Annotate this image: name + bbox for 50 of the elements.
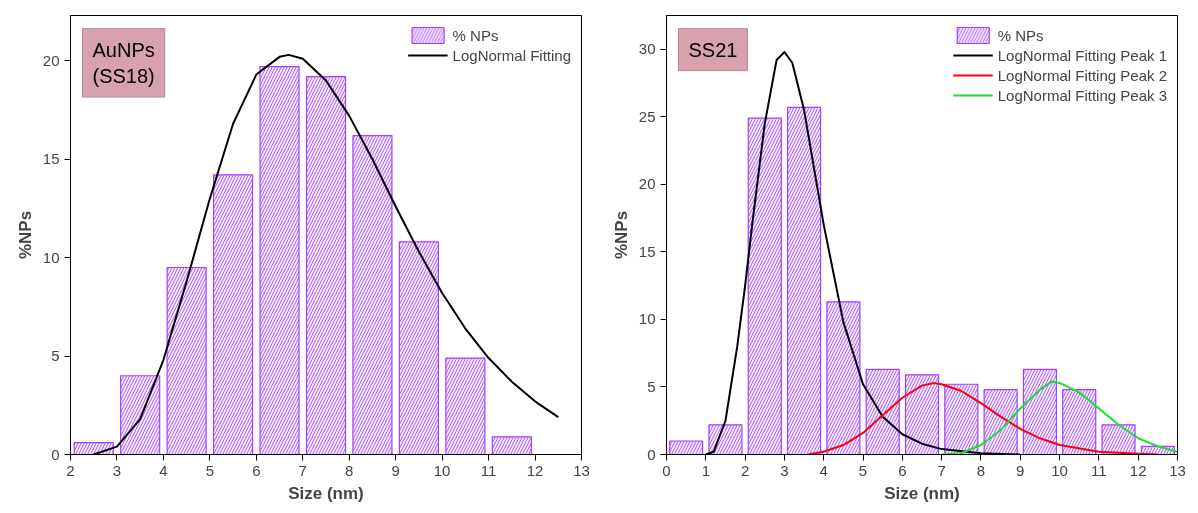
x-tick-label: 12 [1129,461,1147,479]
x-tick-label: 1 [701,461,710,479]
x-tick-label: 13 [1169,461,1186,479]
x-tick-label: 4 [819,461,828,479]
y-tick-label: 10 [638,310,656,328]
x-tick-label: 10 [433,461,451,479]
x-tick-label: 6 [898,461,907,479]
legend-label: LogNormal Fitting Peak 2 [997,66,1167,84]
x-tick-label: 7 [937,461,946,479]
y-tick-label: 10 [42,248,60,266]
legend-label: LogNormal Fitting Peak 1 [997,46,1167,64]
legend-label: % NPs [997,26,1044,44]
y-tick-label: 5 [51,347,60,365]
y-tick-label: 5 [647,377,656,395]
x-tick-label: 11 [1091,461,1107,479]
x-tick-label: 3 [112,461,122,479]
x-tick-label: 5 [205,461,215,479]
x-tick-label: 6 [252,461,261,479]
x-tick-label: 8 [976,461,986,479]
x-tick-label: 12 [526,461,544,479]
y-tick-label: 20 [42,51,60,69]
y-tick-label: 20 [638,175,656,193]
x-tick-label: 7 [298,461,307,479]
legend-label: LogNormal Fitting [452,46,571,64]
x-axis-title: Size (nm) [884,483,960,503]
y-tick-label: 0 [51,445,60,463]
x-tick-label: 10 [1051,461,1068,479]
annotation: SS21 [688,38,738,61]
y-tick-label: 15 [42,150,60,168]
legend-label: % NPs [452,26,499,44]
x-axis-title: Size (nm) [288,483,364,503]
annotation: AuNPs (SS18) [92,38,155,88]
x-tick-label: 0 [662,461,671,479]
y-tick-label: 0 [647,445,656,463]
y-tick-label: 25 [638,107,656,125]
x-tick-label: 9 [1016,461,1025,479]
x-tick-label: 3 [780,461,789,479]
legend-label: LogNormal Fitting Peak 3 [997,86,1167,104]
x-tick-label: 2 [740,461,750,479]
x-tick-label: 4 [159,461,168,479]
y-tick-label: 30 [638,40,656,58]
x-tick-label: 8 [345,461,354,479]
y-tick-label: 15 [638,242,656,260]
x-tick-label: 11 [480,461,497,479]
x-tick-label: 9 [391,461,400,479]
x-tick-label: 5 [858,461,868,479]
y-axis-title: %NPs [15,210,35,260]
x-tick-label: 13 [573,461,590,479]
x-tick-label: 2 [66,461,75,479]
y-axis-title: %NPs [611,210,631,260]
